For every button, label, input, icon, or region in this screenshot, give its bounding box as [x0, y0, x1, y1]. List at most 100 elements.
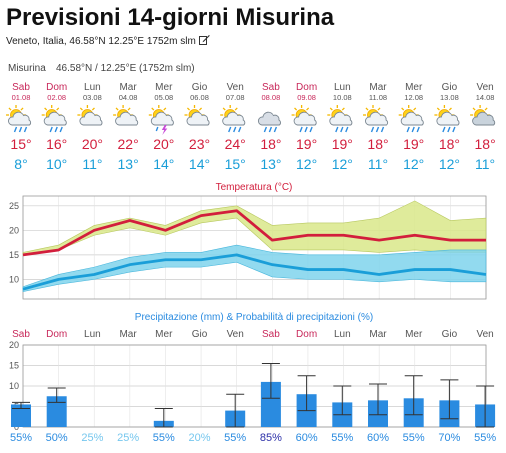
rain-drop: [59, 126, 63, 133]
sun-ray: [234, 107, 238, 111]
day-name: Gio: [192, 82, 208, 93]
y-tick-label: 20: [9, 225, 19, 235]
cloud-shape: [79, 111, 103, 126]
sun-cloud-rain-icon: [434, 105, 460, 133]
min-temp: 14°: [189, 156, 210, 172]
cloud-shape: [365, 111, 389, 126]
precip-probability: 70%: [438, 432, 460, 444]
precip-day-label: Ven: [227, 329, 244, 340]
sun-ray: [163, 107, 167, 111]
sun-ray: [436, 107, 440, 111]
sun-ray: [186, 107, 191, 111]
precip-day-label: Mer: [405, 329, 423, 340]
min-temp: 11°: [368, 156, 388, 172]
day-date: 10.08: [333, 93, 352, 102]
rain-drop: [299, 126, 303, 133]
cloud-shape: [329, 111, 353, 126]
sun-ray: [377, 107, 381, 111]
day-date: 13.08: [440, 93, 459, 102]
rain-drop: [238, 126, 242, 133]
max-temp: 24°: [225, 136, 246, 152]
precip-day-label: Gio: [192, 329, 208, 340]
precip-day-label: Lun: [334, 329, 351, 340]
precip-day-label: Mar: [119, 329, 137, 340]
max-temp: 20°: [82, 136, 103, 152]
day-date: 12.08: [404, 93, 423, 102]
sun-ray: [79, 107, 83, 111]
max-temp: 18°: [367, 136, 388, 152]
rain-drop: [335, 126, 339, 133]
rain-drop: [304, 126, 308, 133]
sun-ray: [198, 107, 203, 111]
sun-cloud-rain-icon: [220, 105, 246, 133]
min-temp: 12°: [296, 156, 317, 172]
day-name: Sab: [12, 82, 30, 93]
min-temp-line: [22, 253, 487, 291]
sun-cloud-rain-icon: [327, 105, 353, 133]
rain-drop: [406, 126, 410, 133]
precip-probability: 55%: [153, 432, 175, 444]
edit-icon[interactable]: [198, 34, 210, 48]
cloud-shape: [150, 111, 174, 126]
min-temp: 12°: [403, 156, 424, 172]
precipitation-chart-title: Precipitazione (mm) & Probabilità di pre…: [135, 312, 373, 323]
page-title: Previsioni 14-giorni Misurina: [6, 4, 335, 31]
sun-ray: [56, 107, 60, 111]
rain-drop: [228, 126, 232, 133]
temperature-chart-title: Temperatura (°C): [216, 182, 293, 193]
forecast-widget: Misurina 46.58°N / 12.25°E (1752m slm) S…: [6, 63, 496, 444]
day-date: 11.08: [369, 93, 387, 102]
sun-ray: [44, 107, 48, 111]
sun-ray: [413, 107, 417, 111]
precip-day-label: Mer: [155, 329, 173, 340]
min-temp: 15°: [225, 156, 246, 172]
precip-probability: 60%: [296, 432, 318, 444]
location-subtitle-text: Veneto, Italia, 46.58°N 12.25°E 1752m sl…: [6, 36, 196, 47]
precip-probability: 55%: [10, 432, 32, 444]
sun-ray: [20, 107, 24, 111]
y-tick-label: 15: [9, 361, 19, 371]
day-name: Lun: [84, 82, 101, 93]
precip-probability: 55%: [474, 432, 496, 444]
cloud-shape: [472, 111, 496, 126]
sun-cloud-icon: [184, 105, 210, 126]
sun-cloud-rain-icon: [398, 105, 424, 133]
day-date: 05.08: [154, 93, 173, 102]
precip-bar: [46, 396, 67, 427]
precip-probability: 55%: [403, 432, 425, 444]
day-name: Gio: [442, 82, 458, 93]
cloud-shape: [400, 111, 424, 126]
rain-drop: [411, 126, 415, 133]
sun-cloud-rain-icon: [6, 105, 32, 133]
sun-ray: [151, 107, 155, 111]
sun-ray: [222, 107, 226, 111]
sun-ray: [365, 107, 369, 111]
min-temp: 13°: [260, 156, 281, 172]
max-temp: 16°: [46, 136, 67, 152]
day-name: Mer: [155, 82, 173, 93]
precip-day-label: Dom: [296, 329, 317, 340]
sun-ray: [341, 107, 345, 111]
day-date: 02.08: [47, 93, 66, 102]
sun-ray: [401, 107, 405, 111]
min-temp: 11°: [82, 156, 102, 172]
y-tick-label: 10: [9, 381, 19, 391]
day-date: 14.08: [476, 93, 495, 102]
cloud-shape: [222, 111, 246, 126]
max-temp: 22°: [118, 136, 139, 152]
precip-probability: 25%: [81, 432, 103, 444]
